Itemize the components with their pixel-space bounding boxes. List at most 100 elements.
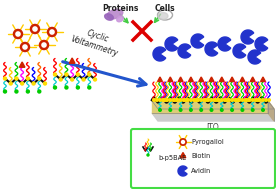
Circle shape xyxy=(163,99,166,101)
Circle shape xyxy=(4,90,7,93)
Circle shape xyxy=(88,86,91,89)
Circle shape xyxy=(169,99,172,101)
Circle shape xyxy=(169,109,172,111)
Circle shape xyxy=(76,86,79,89)
Circle shape xyxy=(9,82,12,85)
Circle shape xyxy=(210,99,213,101)
Polygon shape xyxy=(189,77,193,81)
Circle shape xyxy=(228,99,230,101)
Circle shape xyxy=(234,99,237,101)
Wedge shape xyxy=(205,42,218,56)
Wedge shape xyxy=(218,37,231,51)
Wedge shape xyxy=(153,47,166,61)
Circle shape xyxy=(23,45,27,49)
Circle shape xyxy=(238,99,241,101)
Circle shape xyxy=(166,99,169,101)
Circle shape xyxy=(173,99,176,101)
Circle shape xyxy=(82,78,85,81)
Circle shape xyxy=(16,32,20,36)
Circle shape xyxy=(248,99,251,101)
Polygon shape xyxy=(219,77,224,81)
Circle shape xyxy=(268,99,270,101)
Circle shape xyxy=(216,99,219,101)
Circle shape xyxy=(251,99,254,101)
Circle shape xyxy=(38,77,41,80)
Circle shape xyxy=(15,77,18,80)
Circle shape xyxy=(197,99,200,101)
Circle shape xyxy=(225,99,227,101)
Circle shape xyxy=(206,99,208,101)
Polygon shape xyxy=(268,101,274,121)
Circle shape xyxy=(247,99,250,101)
Circle shape xyxy=(204,99,207,101)
Polygon shape xyxy=(209,77,214,81)
Circle shape xyxy=(244,99,247,101)
Polygon shape xyxy=(240,77,245,81)
Polygon shape xyxy=(152,101,274,109)
Circle shape xyxy=(180,139,186,145)
Text: Biotin: Biotin xyxy=(191,153,210,159)
Circle shape xyxy=(184,99,186,101)
Circle shape xyxy=(47,27,57,36)
Text: ITO: ITO xyxy=(207,123,219,132)
Polygon shape xyxy=(158,77,162,81)
Circle shape xyxy=(190,109,192,111)
Circle shape xyxy=(147,154,149,156)
Circle shape xyxy=(237,99,239,101)
Circle shape xyxy=(207,99,210,101)
Circle shape xyxy=(4,77,7,80)
Circle shape xyxy=(182,140,184,143)
Circle shape xyxy=(42,43,46,47)
Circle shape xyxy=(30,24,39,34)
Circle shape xyxy=(50,30,54,34)
Circle shape xyxy=(176,99,179,101)
Circle shape xyxy=(32,82,35,85)
Polygon shape xyxy=(180,153,186,158)
Wedge shape xyxy=(255,37,268,51)
Polygon shape xyxy=(152,113,274,121)
Circle shape xyxy=(262,109,264,111)
Polygon shape xyxy=(199,77,204,81)
Circle shape xyxy=(76,73,79,76)
Circle shape xyxy=(179,99,182,101)
Polygon shape xyxy=(168,77,173,81)
Circle shape xyxy=(203,99,206,101)
Ellipse shape xyxy=(158,12,168,19)
Circle shape xyxy=(14,29,23,39)
Circle shape xyxy=(165,99,167,101)
Ellipse shape xyxy=(107,9,123,19)
Circle shape xyxy=(217,99,220,101)
Circle shape xyxy=(187,99,189,101)
Circle shape xyxy=(200,109,203,111)
Circle shape xyxy=(185,99,188,101)
Wedge shape xyxy=(178,166,187,176)
Circle shape xyxy=(224,99,226,101)
Circle shape xyxy=(213,99,216,101)
Circle shape xyxy=(221,109,223,111)
Circle shape xyxy=(194,99,197,101)
Polygon shape xyxy=(19,62,25,67)
Circle shape xyxy=(254,99,257,101)
Text: Cells: Cells xyxy=(155,4,175,13)
Circle shape xyxy=(54,73,57,76)
Wedge shape xyxy=(233,44,246,58)
Circle shape xyxy=(94,78,97,81)
Circle shape xyxy=(190,99,192,101)
Circle shape xyxy=(258,99,260,101)
Circle shape xyxy=(231,99,233,101)
Circle shape xyxy=(15,90,18,93)
Text: Cyclic
Voltammetry: Cyclic Voltammetry xyxy=(70,24,123,58)
Circle shape xyxy=(21,82,24,85)
Circle shape xyxy=(44,82,46,85)
Polygon shape xyxy=(152,101,268,113)
Circle shape xyxy=(259,99,261,101)
Circle shape xyxy=(88,73,91,76)
Text: Avidin: Avidin xyxy=(191,168,211,174)
Circle shape xyxy=(33,27,37,31)
Polygon shape xyxy=(261,77,266,81)
FancyBboxPatch shape xyxy=(131,129,275,188)
Text: Pyrogallol: Pyrogallol xyxy=(191,139,224,145)
Circle shape xyxy=(65,73,68,76)
Circle shape xyxy=(182,99,185,101)
Circle shape xyxy=(159,99,161,101)
